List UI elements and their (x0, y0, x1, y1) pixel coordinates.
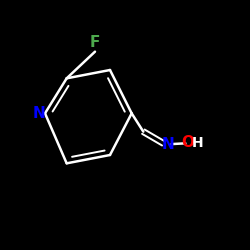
Text: N: N (162, 136, 174, 152)
Text: F: F (90, 35, 100, 50)
Text: O: O (182, 135, 194, 150)
Text: H: H (192, 136, 204, 150)
Text: N: N (32, 106, 45, 121)
